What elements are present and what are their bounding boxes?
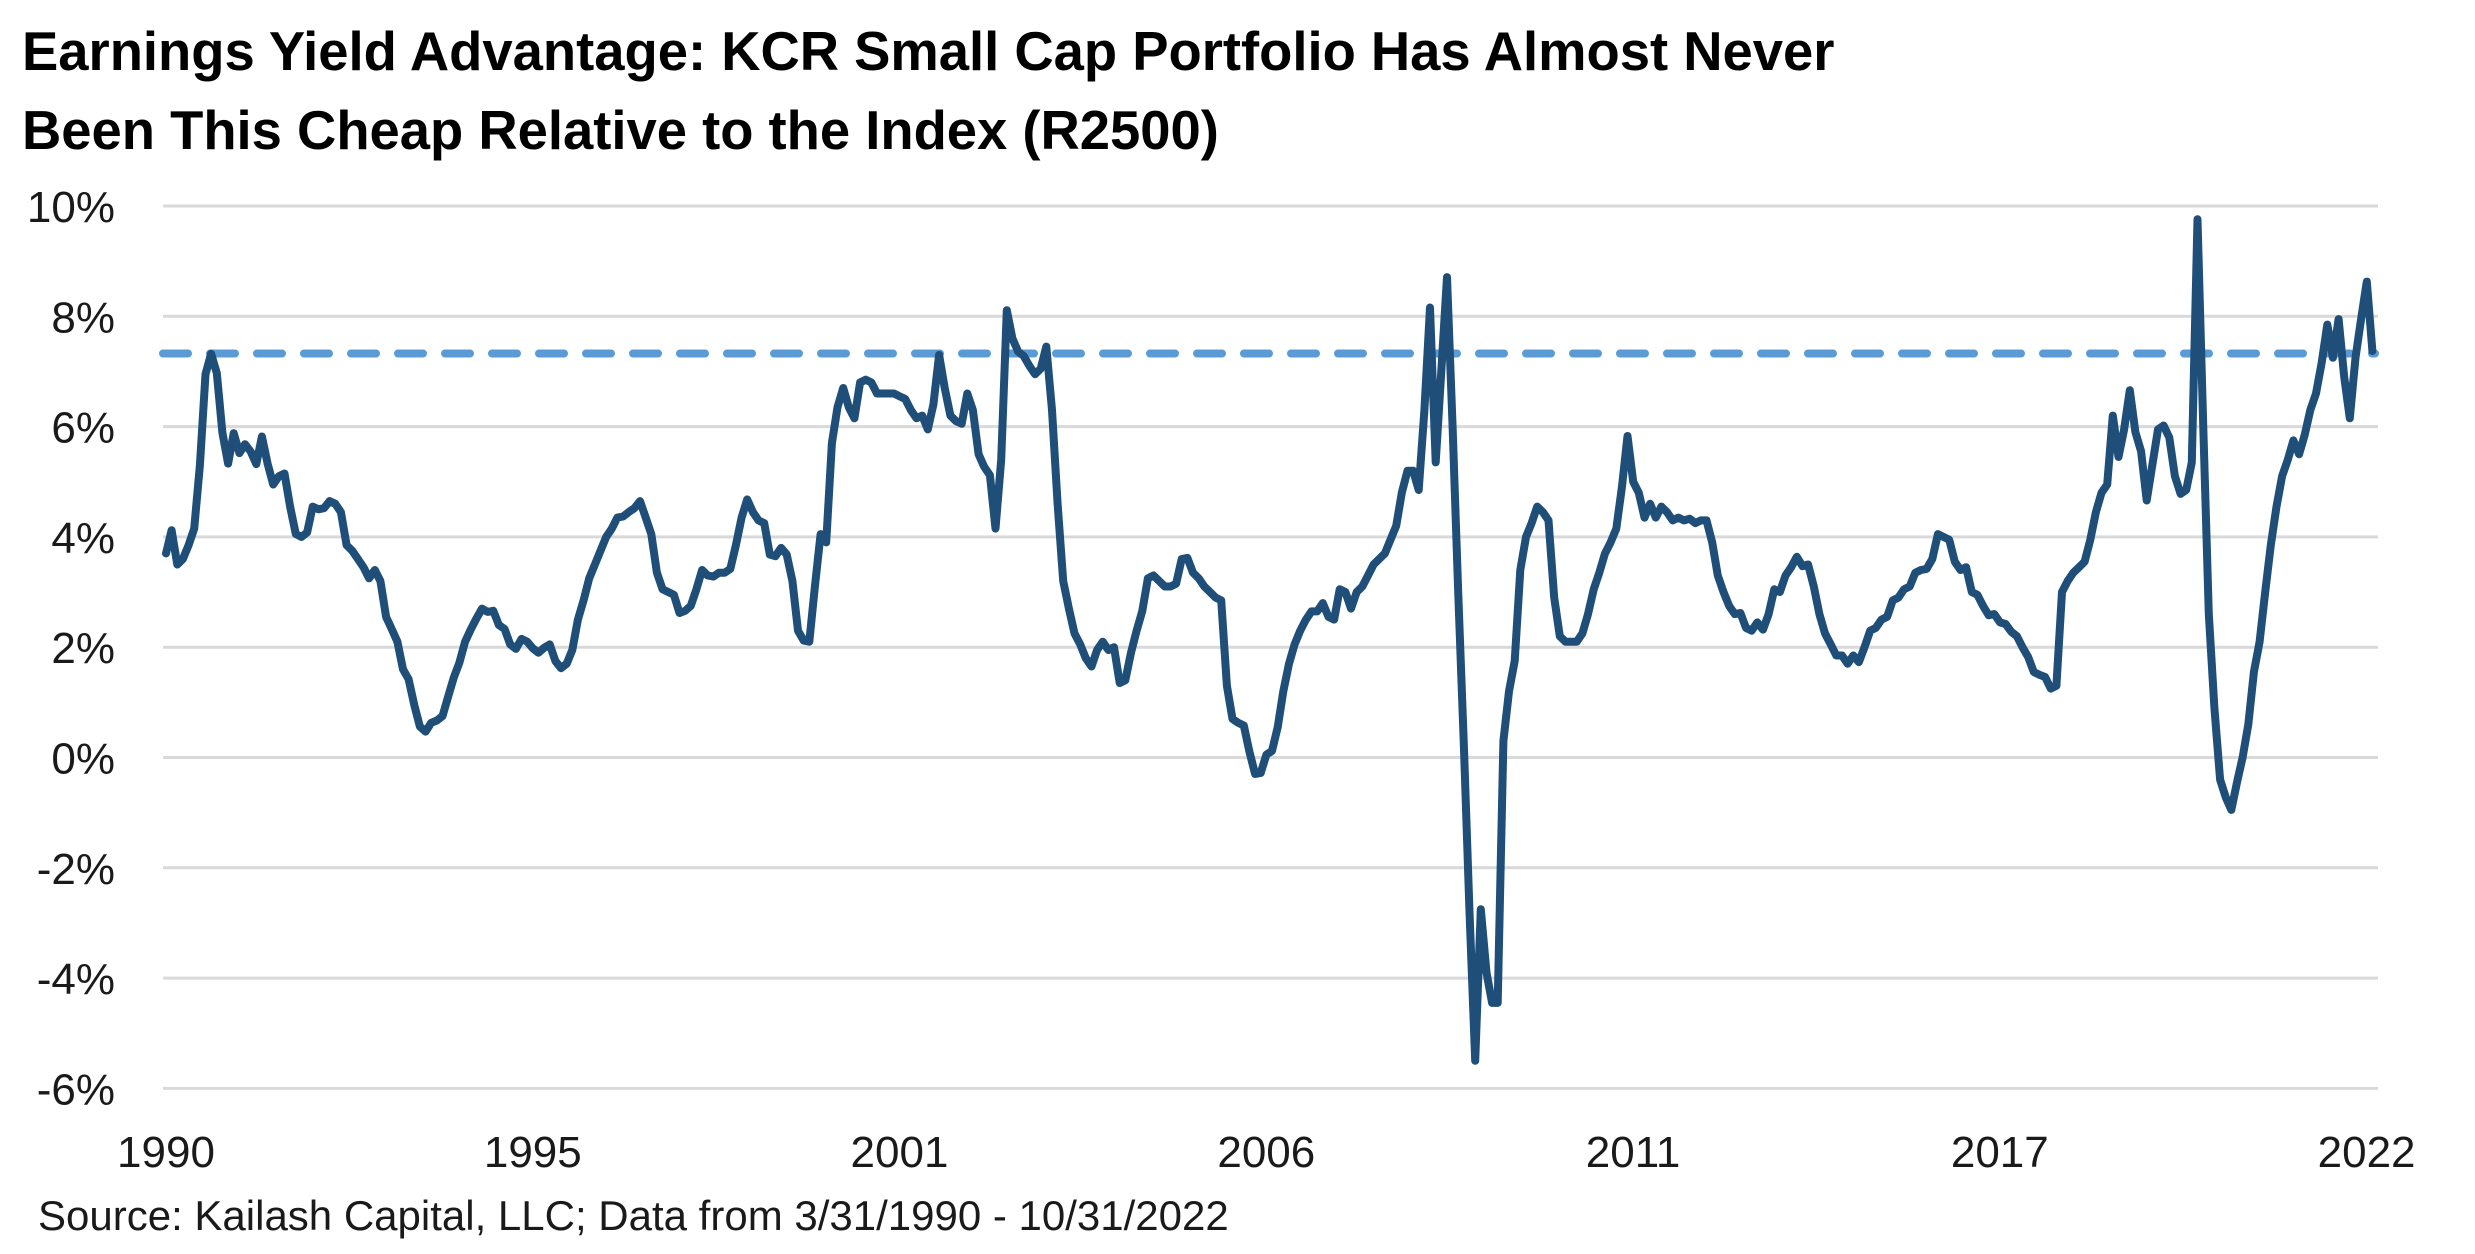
svg-text:1995: 1995	[484, 1128, 582, 1177]
svg-text:2022: 2022	[2318, 1128, 2416, 1177]
svg-text:2011: 2011	[1586, 1128, 1681, 1177]
svg-text:6%: 6%	[51, 404, 115, 453]
svg-text:0%: 0%	[51, 735, 115, 784]
svg-text:Earnings Yield Advantage: KCR: Earnings Yield Advantage: KCR Small Cap …	[22, 21, 1834, 82]
svg-text:2006: 2006	[1217, 1128, 1315, 1177]
svg-text:8%: 8%	[51, 293, 115, 342]
svg-text:1990: 1990	[117, 1128, 215, 1177]
svg-text:Been This Cheap Relative to th: Been This Cheap Relative to the Index (R…	[22, 100, 1219, 161]
svg-text:4%: 4%	[51, 514, 115, 563]
svg-text:2001: 2001	[851, 1128, 949, 1177]
svg-text:10%: 10%	[27, 183, 115, 232]
svg-text:-4%: -4%	[37, 955, 115, 1004]
svg-text:2%: 2%	[51, 624, 115, 673]
svg-text:-6%: -6%	[37, 1065, 115, 1114]
svg-text:Source: Kailash Capital, LLC;: Source: Kailash Capital, LLC; Data from …	[38, 1192, 1229, 1239]
svg-text:2017: 2017	[1951, 1128, 2049, 1177]
svg-text:-2%: -2%	[37, 845, 115, 894]
